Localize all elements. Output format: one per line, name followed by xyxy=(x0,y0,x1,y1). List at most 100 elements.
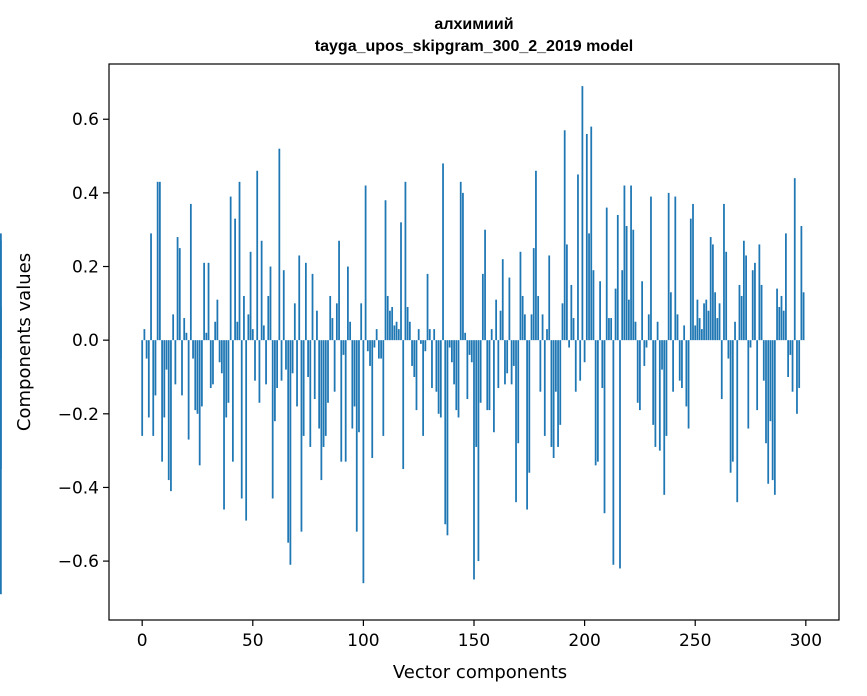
bar-31 xyxy=(209,340,212,389)
y-tick-label: −0.2 xyxy=(58,405,99,425)
bar-69 xyxy=(293,303,296,341)
x-tick-label: 300 xyxy=(790,631,822,651)
bar-223 xyxy=(634,321,637,341)
bar-115 xyxy=(395,321,398,341)
bar-68 xyxy=(291,340,294,374)
bar-4 xyxy=(150,233,152,341)
bar-114 xyxy=(393,325,396,341)
bar-39 xyxy=(227,340,230,403)
bar-17 xyxy=(178,248,181,341)
bar-226 xyxy=(641,281,644,341)
bar-80 xyxy=(318,340,321,429)
bar-94 xyxy=(349,321,352,341)
y-tick-label: 0.2 xyxy=(72,258,99,278)
bar-37 xyxy=(223,340,225,510)
bar-255 xyxy=(705,299,708,341)
bar-181 xyxy=(541,314,544,341)
bar-76 xyxy=(309,340,312,447)
bar-244 xyxy=(681,340,683,389)
bar-188 xyxy=(557,340,559,447)
bar-238 xyxy=(667,192,670,341)
bar-264 xyxy=(725,251,728,341)
bar-129 xyxy=(426,273,429,341)
bar-175 xyxy=(528,340,531,473)
y-tick-label: 0.6 xyxy=(72,110,99,130)
bar-51 xyxy=(254,340,256,381)
bar-182 xyxy=(543,340,546,436)
bar-21 xyxy=(187,340,190,440)
bar-252 xyxy=(698,318,701,341)
bar-163 xyxy=(501,259,504,341)
bar-225 xyxy=(639,340,641,411)
bar-82 xyxy=(322,340,325,447)
bar-216 xyxy=(619,340,621,569)
bar-61 xyxy=(276,340,279,389)
bar-283 xyxy=(767,340,770,484)
bar-54 xyxy=(260,240,263,341)
bar-77 xyxy=(311,273,314,341)
bar-204 xyxy=(592,270,595,341)
bar-195 xyxy=(572,318,575,341)
bar-261 xyxy=(718,303,721,341)
bar-undefined xyxy=(0,340,2,470)
bar-124 xyxy=(415,340,418,411)
bar-270 xyxy=(738,284,741,341)
bar-144 xyxy=(459,181,462,341)
x-tick-label: 50 xyxy=(242,631,264,651)
bar-50 xyxy=(251,329,254,341)
bar-70 xyxy=(296,340,298,407)
bar-139 xyxy=(448,340,451,348)
x-tick-label: 150 xyxy=(458,631,490,651)
bar-221 xyxy=(630,185,632,341)
bar-48 xyxy=(247,314,250,341)
bar-240 xyxy=(672,340,674,392)
bar-245 xyxy=(683,325,686,341)
bar-149 xyxy=(470,340,473,363)
bar-122 xyxy=(411,340,413,366)
bar-200 xyxy=(583,340,586,363)
bar-185 xyxy=(550,340,553,447)
bar-110 xyxy=(384,200,387,341)
bar-141 xyxy=(453,340,455,385)
bar-undefined xyxy=(0,240,2,341)
bar-246 xyxy=(685,340,688,407)
bar-5 xyxy=(152,340,155,436)
bar-219 xyxy=(625,226,628,341)
bar-91 xyxy=(342,340,345,355)
bar-289 xyxy=(780,295,783,341)
bar-177 xyxy=(532,248,535,341)
bar-99 xyxy=(360,303,363,341)
x-axis-label: Vector components xyxy=(393,662,567,683)
bar-146 xyxy=(464,332,467,341)
bar-147 xyxy=(466,340,469,400)
bar-286 xyxy=(773,340,776,495)
bar-13 xyxy=(170,340,172,492)
bar-198 xyxy=(579,340,582,381)
bar-97 xyxy=(355,340,358,532)
bar-194 xyxy=(570,284,573,341)
bar-218 xyxy=(623,185,626,341)
bar-180 xyxy=(539,340,542,392)
y-axis-ticks: −0.6 −0.4 −0.2 0.0 0.2 0.4 0.6 xyxy=(58,110,109,572)
bar-86 xyxy=(331,318,334,341)
bar-83 xyxy=(324,340,327,436)
bar-46 xyxy=(243,295,245,341)
bar-121 xyxy=(408,321,411,341)
bar-217 xyxy=(621,270,624,341)
bar-145 xyxy=(462,192,464,341)
bar-112 xyxy=(389,310,391,341)
bar-169 xyxy=(515,340,517,503)
bar-undefined xyxy=(0,340,2,359)
bar-11 xyxy=(165,340,168,370)
bar-33 xyxy=(214,321,217,341)
bar-167 xyxy=(510,340,513,385)
bar-287 xyxy=(776,288,778,341)
bar-43 xyxy=(236,321,239,341)
bar-155 xyxy=(484,229,486,341)
bar-178 xyxy=(535,170,537,341)
bar-85 xyxy=(329,295,332,341)
bar-66 xyxy=(287,340,290,543)
bar-49 xyxy=(249,251,252,341)
bar-10 xyxy=(163,340,166,418)
bar-7 xyxy=(156,181,159,341)
